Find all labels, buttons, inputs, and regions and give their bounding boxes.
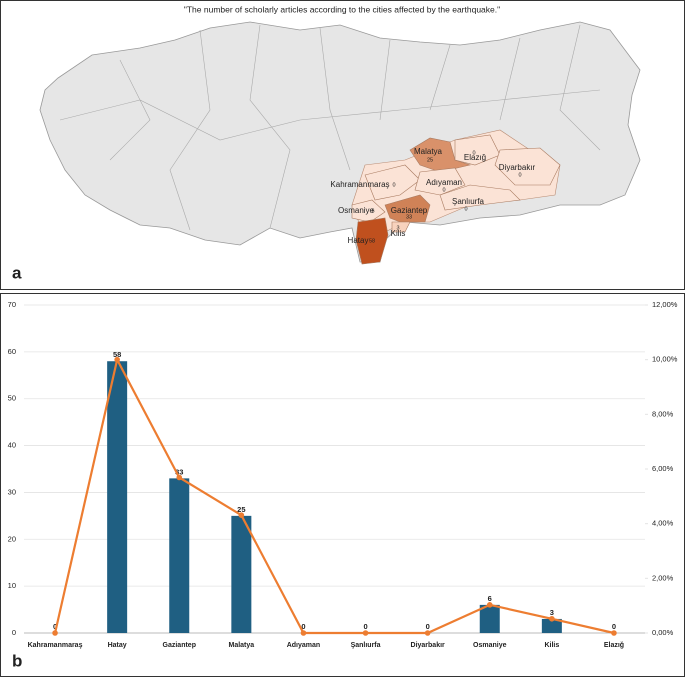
x-tick-label: Şanlıurfa [351,642,381,649]
data-label: 0 [426,622,430,631]
y2-tick-label: 0,00% [652,628,674,637]
city-name: Kahramanmaraş [330,180,389,189]
line-marker [611,630,617,636]
city-name: Diyarbakır [499,163,536,172]
city-name: Malatya [414,147,443,156]
x-tick-label: Osmaniye [473,642,507,649]
line-marker [424,630,431,636]
line [53,356,615,635]
bar [541,618,562,633]
y2-tick-label: 4,00% [652,519,674,528]
x-tick-label: Hatay [108,642,127,649]
province [355,217,389,265]
city-name: Şanlıurfa [452,197,485,206]
city-value: 6 [371,208,374,214]
chart: 0102030405060700,00%2,00%4,00%6,00%8,00%… [8,300,678,649]
y-tick-label: 30 [8,487,16,496]
x-tick-label: Kahramanmaraş [28,642,83,649]
city-value: 0 [442,187,445,193]
bar [107,361,128,633]
data-label: 6 [488,594,492,603]
bar [231,515,252,633]
city-name: Elazığ [464,153,486,162]
province [414,167,466,196]
y-tick-label: 70 [8,300,16,309]
city-name: Hatay [348,236,369,245]
city-value: 25 [427,157,433,163]
line-marker [549,615,555,622]
line-marker [300,630,307,636]
line-marker [114,356,120,363]
y-tick-label: 0 [12,628,16,637]
x-tick-label: Elazığ [604,642,624,649]
bar [169,478,190,633]
line-marker [362,630,369,636]
y2-tick-label: 6,00% [652,464,674,473]
data-label: 0 [612,622,616,631]
x-tick-label: Malatya [229,642,255,649]
province [384,194,431,223]
panel-b-frame [0,293,685,677]
x-tick-label: Kilis [544,642,559,649]
data-label: 33 [175,467,183,476]
province [494,147,561,186]
city-value: 33 [406,214,412,220]
city-value: 0 [518,172,521,178]
y-tick-label: 50 [8,394,16,403]
panel-label: b [12,651,22,670]
line-marker [486,602,493,608]
map-title: "The number of scholarly articles accord… [184,4,500,14]
y-tick-label: 60 [8,347,16,356]
province [409,137,472,173]
data-label: 58 [113,350,121,359]
city-name: Kilis [391,229,406,238]
data-label: 25 [237,505,245,514]
city-value: 0 [464,206,467,212]
x-tick-label: Gaziantep [163,642,196,649]
line-marker [238,512,245,518]
province [391,221,411,233]
city-value: 58 [369,238,375,244]
province [439,184,521,211]
city-value: 3 [396,225,399,231]
city-name: Osmaniye [338,206,375,215]
y-tick-label: 20 [8,534,16,543]
y2-tick-label: 10,00% [652,355,678,364]
city-name: Gaziantep [391,206,428,215]
data-label: 0 [53,622,57,631]
city-name: Adıyaman [426,178,462,187]
y-tick-label: 40 [8,441,16,450]
city-value: 0 [392,182,395,188]
line-marker [52,630,58,636]
y2-tick-label: 12,00% [652,300,678,309]
x-tick-label: Diyarbakır [411,642,446,649]
province [454,134,501,166]
data-label: 0 [301,622,305,631]
line-marker [176,474,183,481]
x-tick-label: Adıyaman [287,642,320,649]
province [364,164,421,201]
province [351,199,386,223]
data-label: 0 [363,622,367,631]
y2-tick-label: 2,00% [652,573,674,582]
y2-tick-label: 8,00% [652,409,674,418]
data-label: 3 [550,608,554,617]
y-tick-label: 10 [8,581,16,590]
province-borders [59,24,601,231]
bar [479,604,500,633]
panel-label: a [12,263,22,282]
city-value: 0 [472,150,475,156]
